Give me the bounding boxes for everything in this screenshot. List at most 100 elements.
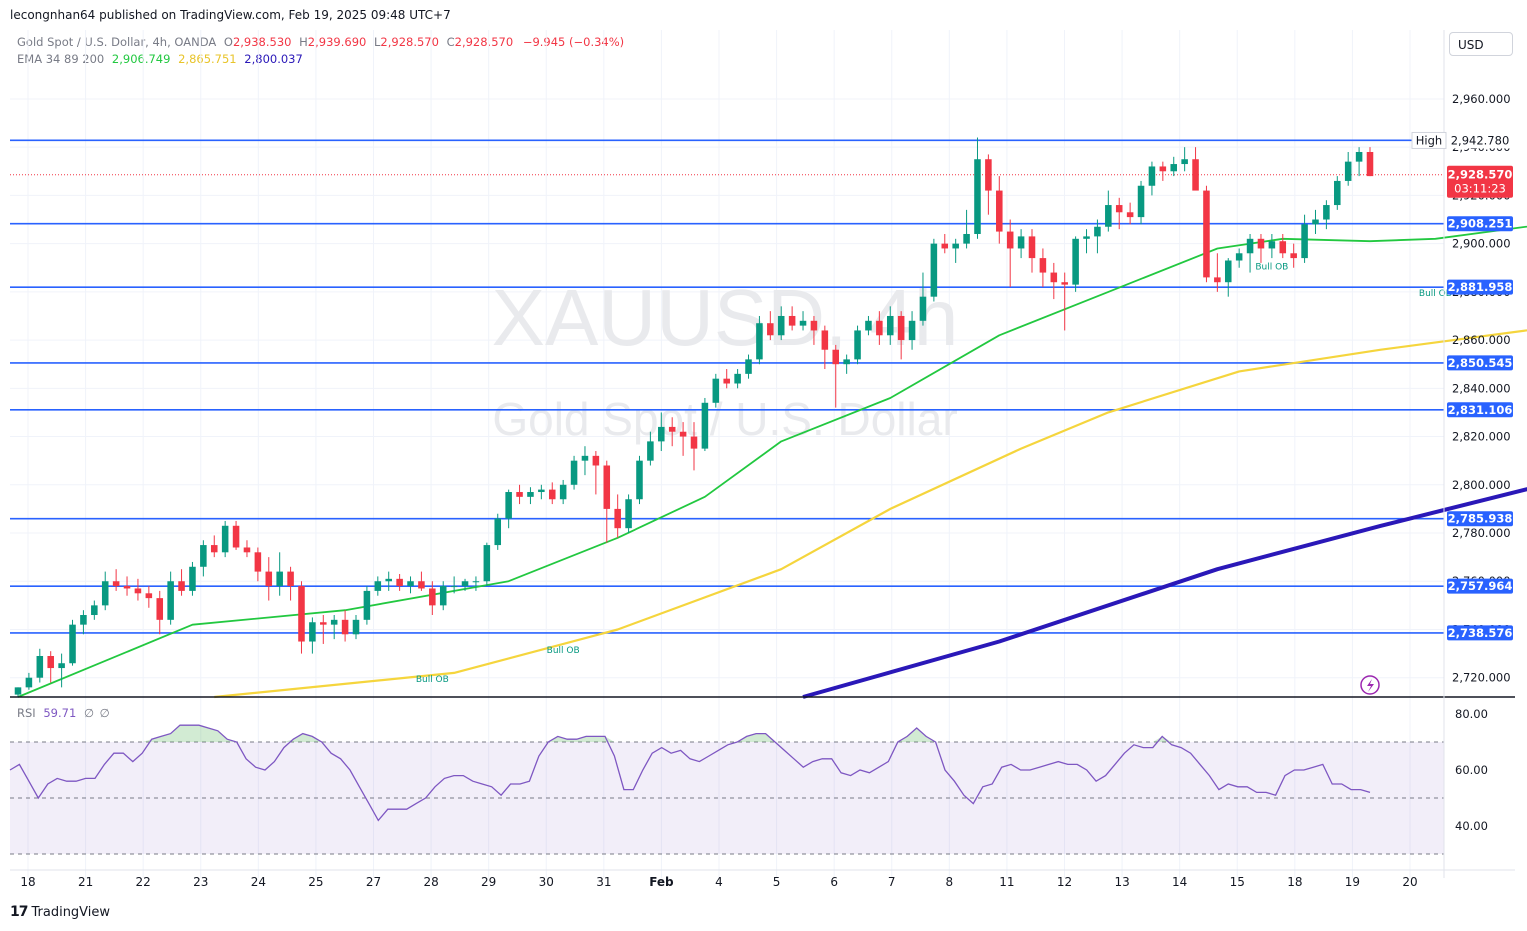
candle-body (679, 431, 687, 437)
level-price-tag: 2,738.576 (1448, 626, 1513, 640)
x-tick-label: 7 (888, 875, 896, 889)
rsi-label[interactable]: RSI (17, 706, 36, 720)
candle-body (1181, 159, 1188, 165)
candle-body (483, 545, 491, 582)
candle-body (908, 320, 916, 341)
candle-body (647, 441, 654, 461)
candle-body (1355, 151, 1363, 162)
candle-body (897, 315, 905, 341)
bull-ob-label: Bull OB (1419, 289, 1452, 299)
high-marker-value: 2,942.780 (1451, 133, 1510, 147)
ema-lines (17, 225, 1527, 699)
x-tick-label: 21 (78, 875, 93, 889)
y-tick-label: 2,800.000 (1452, 478, 1511, 492)
candle-body (876, 320, 883, 336)
candle-body (570, 460, 578, 485)
y-tick-label: 2,960.000 (1452, 92, 1511, 106)
symbol-description[interactable]: Gold Spot / U.S. Dollar, 4h, OANDA (17, 35, 217, 49)
x-tick-label: 27 (366, 875, 381, 889)
price-tags: 2,942.8452,908.2512,881.9582,850.5452,83… (1411, 131, 1513, 641)
ema-legend: EMA 34 89 200 2,906.749 2,865.751 2,800.… (17, 52, 303, 66)
candle-body (745, 359, 752, 374)
x-tick-label: Feb (649, 875, 674, 889)
candle-body (385, 578, 392, 582)
horizontal-levels[interactable] (10, 139, 1444, 634)
tradingview-logo-icon[interactable]: 17 (10, 904, 29, 920)
high-value-bg (1447, 132, 1513, 149)
x-tick-label: 20 (1402, 875, 1417, 889)
watermark: XAUUSD, 4h Gold Spot / U.S. Dollar (492, 273, 959, 445)
open-label: O (223, 35, 233, 49)
x-tick-label: 13 (1114, 875, 1129, 889)
candle-body (974, 159, 981, 234)
candle-body (1366, 151, 1374, 177)
x-tick-label: 31 (596, 875, 611, 889)
candle-body (101, 581, 109, 606)
lightning-icon[interactable] (1360, 675, 1380, 695)
ema200-value: 2,800.037 (244, 52, 303, 66)
rsi-tick-label: 40.00 (1455, 819, 1488, 833)
low-value: 2,928.570 (380, 35, 439, 49)
currency-button[interactable]: USD (1449, 32, 1513, 56)
candle-body (996, 190, 1003, 232)
rsi-tick-label: 60.00 (1455, 763, 1488, 777)
candle-body (1039, 258, 1047, 273)
candle-body (1203, 190, 1210, 278)
candle-body (14, 687, 22, 695)
candle-body (494, 518, 502, 546)
candle-body (352, 619, 360, 635)
candle-body (658, 426, 665, 442)
rsi-extra-1: ∅ (83, 706, 94, 720)
candle-body (1028, 236, 1036, 259)
candle-body (756, 323, 763, 360)
countdown-timer: 03:11:23 (1454, 182, 1506, 196)
candle-body (1148, 166, 1156, 186)
candle-body (559, 484, 567, 500)
annotations: Bull OB Bull OB Bull OB Bull OB (416, 263, 1452, 685)
candle-body (80, 615, 87, 625)
footer-brand[interactable]: TradingView (31, 904, 111, 920)
candle-body (1301, 224, 1308, 259)
grid (10, 30, 1444, 878)
rsi-legend: RSI 59.71 ∅ ∅ (17, 706, 110, 720)
candle-body (1257, 238, 1265, 249)
rsi-tick-label: 80.00 (1455, 707, 1488, 721)
candle-body (91, 605, 98, 616)
x-tick-label: 19 (1345, 875, 1360, 889)
x-tick-label: 18 (1287, 875, 1302, 889)
close-value: 2,928.570 (454, 35, 514, 49)
candle-body (930, 243, 938, 297)
candle-body (941, 243, 949, 249)
publish-info: lecongnhan64 published on TradingView.co… (10, 8, 451, 22)
level-price-tag-bg (1447, 402, 1513, 418)
x-tick-label: 23 (193, 875, 208, 889)
x-tick-label: 30 (539, 875, 554, 889)
candle-body (527, 492, 534, 497)
candle-body (821, 330, 829, 350)
candle-body (145, 593, 153, 599)
level-price-tag: 2,881.958 (1448, 280, 1513, 294)
candle-body (548, 489, 556, 500)
candle-body (407, 581, 414, 587)
candle-body (1279, 241, 1287, 254)
open-value: 2,938.530 (232, 35, 292, 49)
ema-label[interactable]: EMA 34 89 200 (17, 52, 105, 66)
rsi-pane (9, 724, 1444, 855)
level-price-tag-bg (1447, 216, 1513, 232)
candle-body (167, 581, 174, 620)
candle-body (374, 581, 382, 591)
candle-body (320, 622, 327, 625)
x-tick-label: 11 (999, 875, 1014, 889)
x-tick-label: 6 (830, 875, 838, 889)
x-tick-label: 15 (1230, 875, 1245, 889)
candle-body (287, 571, 294, 587)
x-tick-label: 24 (251, 875, 266, 889)
change-value: −9.945 (−0.34%) (522, 35, 625, 49)
bull-ob-label: Bull OB (547, 646, 580, 656)
candle-body (1312, 219, 1319, 225)
candle-body (1094, 226, 1101, 237)
candle-body (1083, 236, 1090, 239)
candle-body (832, 349, 840, 365)
candle-body (1214, 277, 1221, 283)
